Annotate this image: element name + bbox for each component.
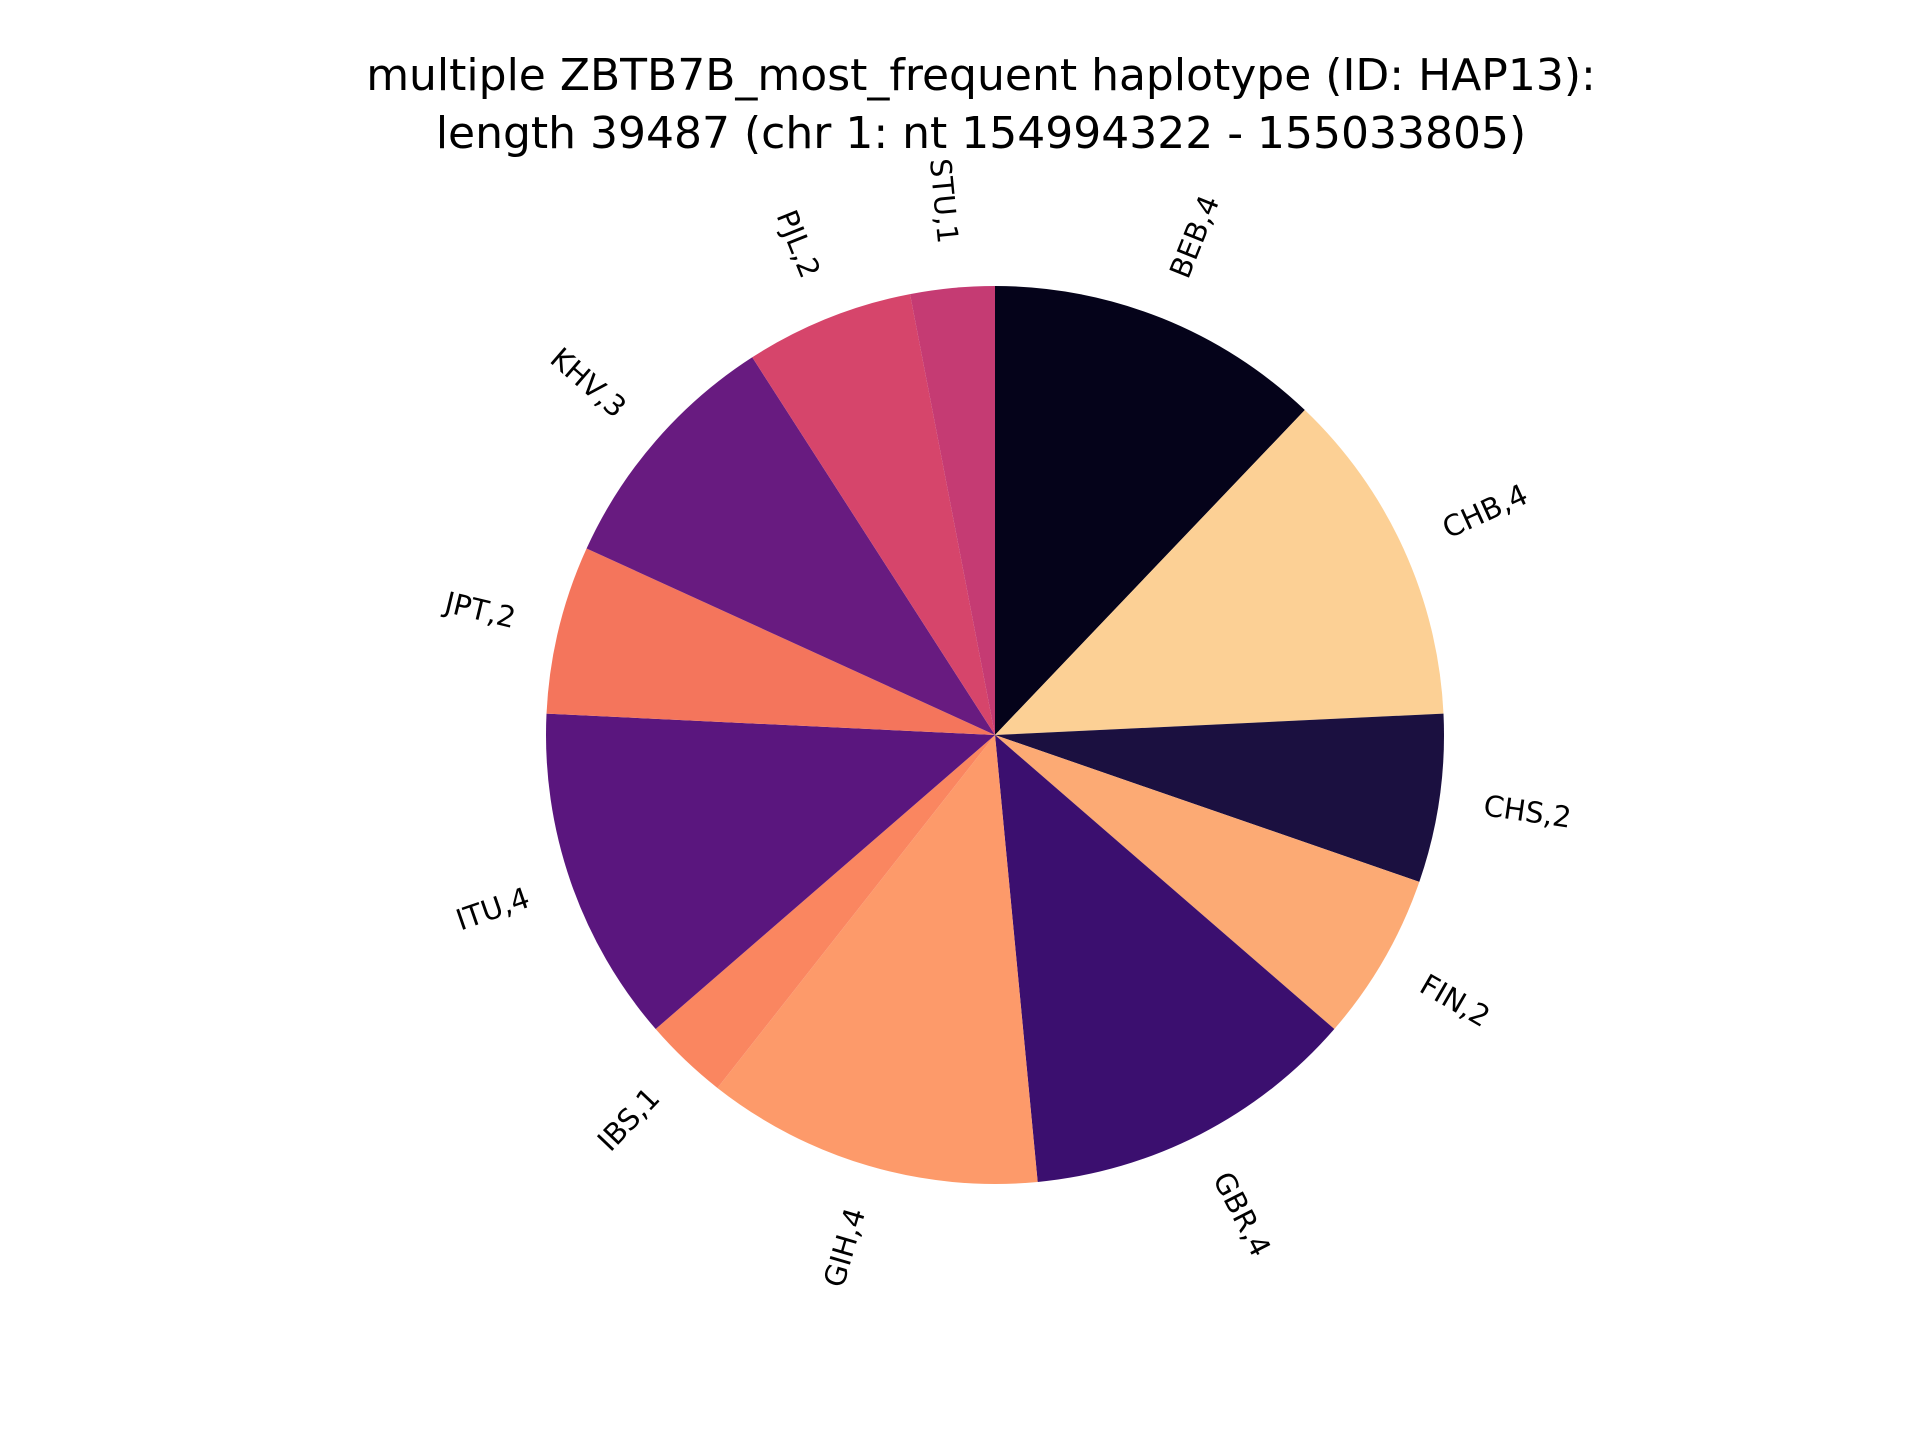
pie-label-gbr: GBR,4 bbox=[1206, 1166, 1278, 1262]
pie-label-khv: KHV,3 bbox=[544, 341, 633, 425]
pie-slice-fin bbox=[995, 735, 1420, 1030]
pie-slice-itu bbox=[546, 713, 995, 1030]
pie-label-pjl: PJL,2 bbox=[770, 205, 828, 283]
pie-slice-gbr bbox=[995, 735, 1335, 1182]
chart-title-line-1: multiple ZBTB7B_most_frequent haplotype … bbox=[366, 50, 1596, 101]
pie-label-ibs: IBS,1 bbox=[591, 1081, 667, 1158]
pie-slice-khv bbox=[586, 357, 995, 735]
pie-slice-chb bbox=[995, 410, 1444, 735]
pie-slice-gih bbox=[717, 735, 1038, 1184]
chart-title-line-2: length 39487 (chr 1: nt 154994322 - 1550… bbox=[436, 108, 1526, 159]
pie-label-gih: GIH,4 bbox=[817, 1204, 872, 1291]
pie-slice-pjl bbox=[752, 294, 995, 735]
pie-label-chs: CHS,2 bbox=[1481, 788, 1573, 834]
pie-label-fin: FIN,2 bbox=[1414, 967, 1496, 1034]
pie-slice-stu bbox=[910, 286, 995, 735]
pie-label-jpt: JPT,2 bbox=[440, 585, 519, 635]
pie-label-chb: CHB,4 bbox=[1437, 477, 1533, 545]
pie-label-beb: BEB,4 bbox=[1163, 191, 1226, 283]
pie-slice-jpt bbox=[546, 548, 995, 735]
pie-slices bbox=[546, 286, 1444, 1184]
pie-slice-beb bbox=[995, 286, 1305, 735]
pie-slice-ibs bbox=[655, 735, 995, 1088]
pie-slice-chs bbox=[995, 713, 1444, 882]
pie-label-stu: STU,1 bbox=[923, 157, 965, 245]
pie-label-itu: ITU,4 bbox=[452, 880, 534, 937]
